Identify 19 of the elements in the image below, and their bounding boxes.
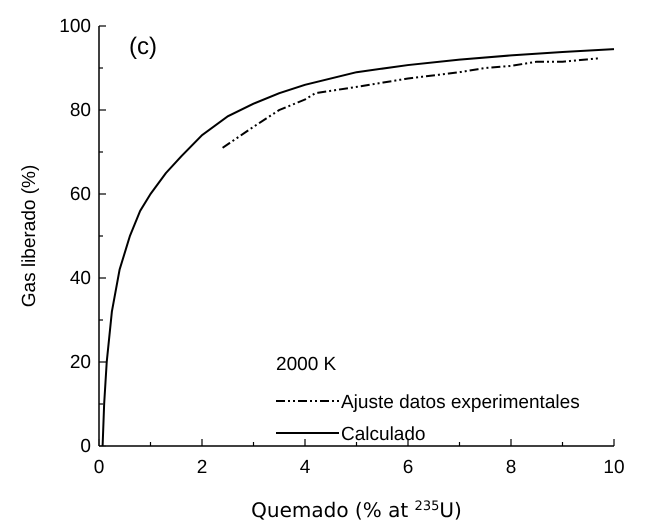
y-tick-label: 60 [70, 184, 91, 205]
y-axis-title: Gas liberado (%) [19, 164, 40, 308]
line-series [222, 57, 600, 149]
y-tick-label: 40 [70, 268, 91, 289]
legend-label: Ajuste datos experimentales [341, 392, 580, 413]
y-tick-label: 100 [59, 16, 91, 37]
x-tick-label: 2 [196, 457, 208, 478]
x-tick-label: 0 [94, 457, 104, 478]
annotation: (c) [129, 33, 157, 60]
y-tick-label: 0 [80, 436, 91, 457]
y-tick-label: 80 [70, 100, 91, 121]
legend-title: 2000 K [276, 354, 337, 375]
x-axis-title: Quemado (% at $^{235}$U) [251, 498, 462, 522]
x-tick-label: 6 [402, 457, 414, 478]
y-tick-label: 20 [70, 352, 91, 373]
x-tick-label: 8 [506, 457, 516, 478]
legend-label: Calculado [341, 424, 426, 445]
x-tick-label: 10 [603, 457, 625, 478]
x-tick-label: 4 [300, 457, 311, 478]
